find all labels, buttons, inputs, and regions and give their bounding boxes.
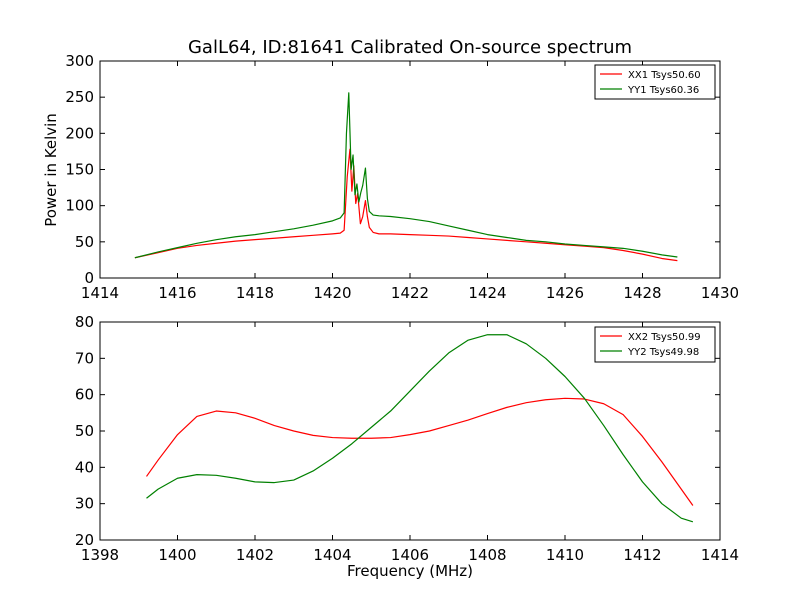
bottom-y-tick-label: 40 [75,458,94,476]
top-legend-box [594,64,716,100]
top-y-axis-ticks: 0 50 100 150 200 250 300 [65,52,720,287]
bottom-x-tick-label: 1414 [701,546,739,564]
bottom-x-axis-ticks: 1398 1400 1402 1404 1406 1408 1410 1412 1414 [81,322,739,564]
bottom-y-axis-ticks: 20 30 40 50 60 70 80 [75,313,720,549]
top-y-tick-label: 50 [75,233,94,251]
top-x-tick-label: 1426 [546,284,584,302]
top-x-tick-label: 1430 [701,284,739,302]
bottom-legend-box [594,326,716,363]
bottom-y-tick-label: 30 [75,495,94,513]
top-x-tick-label: 1418 [236,284,274,302]
bottom-chart-panel: 1398 1400 1402 1404 1406 1408 1410 1412 1414 20 3… [75,313,739,580]
top-y-tick-label: 200 [65,124,94,142]
bottom-series-lines [146,334,694,523]
top-series-line-2 [134,92,678,259]
top-y-axis-label: Power in Kelvin [42,113,60,227]
top-x-axis-ticks: 1414 1416 1418 1420 1422 1424 1426 1428 1430 [81,61,739,302]
bottom-legend-label-2: YY2 Tsys49.98 [627,347,699,358]
bottom-series-line-2 [146,334,694,523]
bottom-y-tick-label: 20 [75,531,94,549]
top-y-tick-label: 0 [84,269,94,287]
bottom-x-tick-label: 1408 [468,546,506,564]
top-x-tick-label: 1422 [391,284,429,302]
bottom-x-tick-label: 1412 [623,546,661,564]
bottom-x-tick-label: 1402 [236,546,274,564]
bottom-x-tick-label: 1404 [313,546,351,564]
top-x-tick-label: 1416 [158,284,196,302]
top-legend-label-2: YY1 Tsys60.36 [627,85,699,96]
bottom-y-tick-label: 60 [75,386,94,404]
figure-title: GalL64, ID:81641 Calibrated On-source sp… [188,37,632,58]
bottom-series-line-1 [146,397,694,506]
top-y-tick-label: 300 [65,52,94,70]
bottom-x-tick-label: 1410 [546,546,584,564]
bottom-x-tick-label: 1398 [81,546,119,564]
bottom-x-axis-label: Frequency (MHz) [347,562,473,580]
top-series-line-1 [134,148,678,262]
bottom-y-tick-label: 70 [75,349,94,367]
bottom-x-tick-label: 1400 [158,546,196,564]
top-chart-panel: 1414 1416 1418 1420 1422 1424 1426 1428 1430 0 50… [42,52,739,302]
top-legend: XX1 Tsys50.60 YY1 Tsys60.36 [594,64,716,100]
top-x-tick-label: 1424 [468,284,506,302]
top-y-tick-label: 100 [65,197,94,215]
top-y-tick-label: 150 [65,161,94,179]
bottom-legend: XX2 Tsys50.99 YY2 Tsys49.98 [594,326,716,363]
top-series-lines [134,92,678,262]
top-legend-label-1: XX1 Tsys50.60 [628,70,701,81]
bottom-legend-label-1: XX2 Tsys50.99 [628,332,701,343]
top-x-tick-label: 1414 [81,284,119,302]
top-y-tick-label: 250 [65,88,94,106]
bottom-y-tick-label: 80 [75,313,94,331]
bottom-y-tick-label: 50 [75,422,94,440]
top-x-tick-label: 1420 [313,284,351,302]
bottom-x-tick-label: 1406 [391,546,429,564]
top-x-tick-label: 1428 [623,284,661,302]
